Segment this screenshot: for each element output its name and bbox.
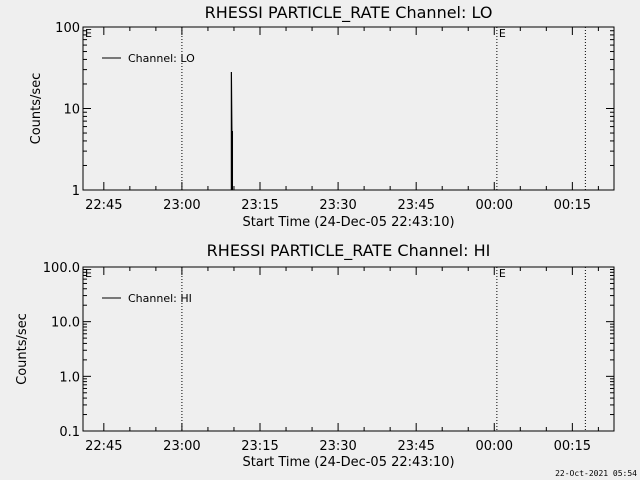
chart1-x-tick-label: 00:15 bbox=[554, 198, 591, 213]
chart2-x-tick-label: 00:00 bbox=[476, 439, 513, 454]
timestamp-footer: 22-Oct-2021 05:54 bbox=[555, 469, 637, 478]
chart1-y-tick-label: 10 bbox=[63, 103, 80, 118]
chart1-x-tick-label: 00:00 bbox=[476, 198, 513, 213]
chart2-y-tick-label: 0.1 bbox=[59, 425, 80, 440]
chart2-y-tick-label: 100.0 bbox=[43, 261, 80, 276]
chart2-x-tick-label: 23:45 bbox=[397, 439, 434, 454]
chart2-title: RHESSI PARTICLE_RATE Channel: HI bbox=[207, 241, 491, 261]
chart2-x-tick-label: 23:00 bbox=[163, 439, 200, 454]
chart2-y-axis-label: Counts/sec bbox=[15, 313, 30, 385]
chart1-x-tick-label: 23:45 bbox=[397, 198, 434, 213]
chart1-y-tick-label: 100 bbox=[55, 21, 80, 36]
chart2-x-tick-label: 00:15 bbox=[554, 439, 591, 454]
chart2-y-tick-label: 10.0 bbox=[51, 316, 80, 331]
chart1-y-tick-label: 1 bbox=[72, 184, 80, 199]
chart2-y-tick-label: 1.0 bbox=[59, 370, 80, 385]
chart1-x-axis-label: Start Time (24-Dec-05 22:43:10) bbox=[242, 215, 454, 230]
chart1-event-marker-label: E bbox=[499, 27, 506, 40]
chart2-x-tick-label: 22:45 bbox=[85, 439, 122, 454]
chart1-x-tick-label: 23:15 bbox=[241, 198, 278, 213]
chart2-event-marker-label: E bbox=[499, 267, 506, 280]
chart2-event-marker-label: E bbox=[85, 267, 92, 280]
chart1-x-tick-label: 23:30 bbox=[319, 198, 356, 213]
chart2-x-axis-label: Start Time (24-Dec-05 22:43:10) bbox=[242, 455, 454, 470]
chart1-x-tick-label: 22:45 bbox=[85, 198, 122, 213]
chart1-x-tick-label: 23:00 bbox=[163, 198, 200, 213]
chart1-legend-label: Channel: LO bbox=[128, 52, 195, 65]
chart2-x-tick-label: 23:15 bbox=[241, 439, 278, 454]
chart1-event-marker-label: E bbox=[85, 27, 92, 40]
chart1-series-line bbox=[230, 72, 234, 190]
chart2-plot-frame bbox=[82, 266, 615, 432]
chart1-title: RHESSI PARTICLE_RATE Channel: LO bbox=[205, 3, 493, 23]
chart1-y-axis-label: Counts/sec bbox=[29, 73, 44, 145]
chart2-legend-label: Channel: HI bbox=[128, 292, 192, 305]
chart2-x-tick-label: 23:30 bbox=[319, 439, 356, 454]
